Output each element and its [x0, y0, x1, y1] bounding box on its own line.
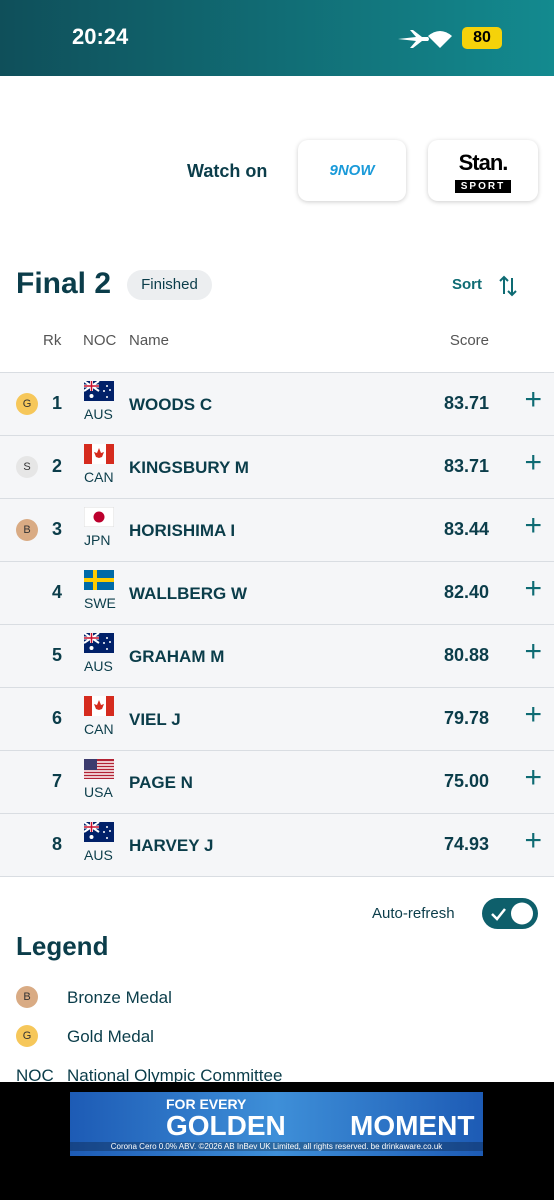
event-title: Final 2	[16, 267, 112, 300]
legend-label: Bronze Medal	[67, 988, 172, 1007]
flag	[83, 632, 114, 653]
flag	[83, 380, 114, 401]
medal-badge: G	[16, 393, 38, 415]
ad-area: FOR EVERY GOLDEN MOMENT Corona Cero 0.0%…	[0, 1082, 554, 1200]
medal-badge: B	[16, 519, 38, 541]
noc: AUS	[84, 406, 113, 422]
scrolled-content	[0, 76, 554, 86]
score: 79.78	[443, 708, 489, 728]
rank: 5	[52, 645, 63, 665]
table-bottom	[0, 876, 554, 877]
ad-fine-print: Corona Cero 0.0% ABV. ©2026 AB InBev UK …	[70, 1142, 483, 1151]
header-noc: NOC	[83, 332, 117, 349]
score: 74.93	[443, 834, 489, 854]
expand-button[interactable]: +	[524, 446, 542, 479]
noc: SWE	[84, 595, 116, 611]
stan-button[interactable]: Stan. SPORT	[428, 140, 538, 201]
header-score: Score	[449, 332, 489, 349]
ad-line1: FOR EVERY	[166, 1096, 247, 1112]
ad-banner[interactable]: FOR EVERY GOLDEN MOMENT Corona Cero 0.0%…	[70, 1092, 483, 1156]
legend-badge: G	[16, 1025, 38, 1047]
battery: 80	[462, 27, 502, 49]
legend-badge: B	[16, 986, 38, 1008]
athlete-name: VIEL J	[129, 710, 181, 729]
flag	[84, 696, 114, 716]
noc: USA	[84, 784, 113, 800]
9now-button[interactable]: 9NOW	[298, 140, 406, 201]
noc: JPN	[84, 532, 111, 548]
athlete-name: GRAHAM M	[129, 647, 225, 666]
sort-icon[interactable]	[498, 274, 518, 298]
status-icons	[398, 30, 452, 48]
noc: AUS	[84, 847, 113, 863]
result-row[interactable]: 5 AUS GRAHAM M 80.88 +	[0, 624, 554, 687]
athlete-name: HORISHIMA I	[129, 521, 236, 540]
athlete-name: WOODS C	[129, 395, 213, 414]
athlete-name: HARVEY J	[129, 836, 214, 855]
result-row[interactable]: 8 AUS HARVEY J 74.93 +	[0, 813, 554, 876]
athlete-name: PAGE N	[129, 773, 193, 792]
expand-button[interactable]: +	[524, 635, 542, 668]
time: 20:24	[72, 24, 129, 49]
stan-logo: Stan.	[458, 150, 509, 175]
legend-label: National Olympic Committee	[67, 1066, 283, 1085]
rank: 7	[52, 771, 63, 791]
auto-refresh-label: Auto-refresh	[372, 905, 455, 922]
header-name: Name	[129, 332, 170, 349]
result-row[interactable]: 6 CAN VIEL J 79.78 +	[0, 687, 554, 750]
expand-button[interactable]: +	[524, 509, 542, 542]
status-pill: Finished	[127, 270, 212, 300]
result-row[interactable]: 7 USA PAGE N 75.00 +	[0, 750, 554, 813]
rank: 4	[52, 582, 63, 602]
expand-button[interactable]: +	[524, 824, 542, 857]
rank: 1	[52, 393, 63, 413]
flag	[84, 444, 114, 464]
status-bar: 20:24 80	[0, 0, 554, 76]
flag	[84, 570, 114, 590]
expand-button[interactable]: +	[524, 761, 542, 794]
flag	[83, 506, 115, 528]
legend-title: Legend	[16, 931, 109, 961]
ad-line3: MOMENT	[350, 1110, 475, 1141]
flag	[83, 821, 114, 842]
auto-refresh-toggle[interactable]	[482, 898, 538, 929]
score: 80.88	[443, 645, 489, 665]
expand-button[interactable]: +	[524, 383, 542, 416]
athlete-name: WALLBERG W	[129, 584, 248, 603]
rank: 8	[52, 834, 63, 854]
expand-button[interactable]: +	[524, 698, 542, 731]
header-rank: Rk	[43, 332, 62, 349]
medal-badge: S	[16, 456, 38, 478]
sport-logo: SPORT	[454, 180, 512, 193]
rank: 3	[52, 519, 63, 539]
legend-badge: NOC	[16, 1066, 54, 1085]
score: 75.00	[443, 771, 489, 791]
result-row[interactable]: 4 SWE WALLBERG W 82.40 +	[0, 561, 554, 624]
result-row[interactable]: S 2 CAN KINGSBURY M 83.71 +	[0, 435, 554, 498]
result-row[interactable]: B 3 JPN HORISHIMA I 83.44 +	[0, 498, 554, 561]
result-row[interactable]: G 1 AUS WOODS C 83.71 +	[0, 372, 554, 435]
sort-button[interactable]: Sort	[452, 276, 482, 293]
noc: AUS	[84, 658, 113, 674]
score: 83.44	[443, 519, 489, 539]
legend-label: Gold Medal	[67, 1027, 154, 1046]
noc: CAN	[84, 469, 114, 485]
score: 83.71	[443, 393, 489, 413]
score: 82.40	[443, 582, 489, 602]
watch-label: Watch on	[187, 161, 268, 181]
rank: 6	[52, 708, 63, 728]
noc: CAN	[84, 721, 114, 737]
score: 83.71	[443, 456, 489, 476]
ad-line2: GOLDEN	[166, 1110, 286, 1141]
rank: 2	[52, 456, 63, 476]
athlete-name: KINGSBURY M	[129, 458, 249, 477]
flag	[84, 759, 114, 779]
expand-button[interactable]: +	[524, 572, 542, 605]
